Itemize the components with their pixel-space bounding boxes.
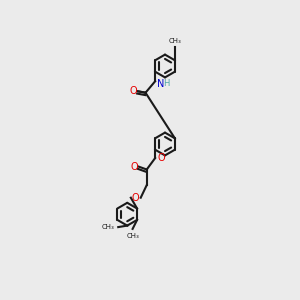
Text: CH₃: CH₃ [102, 224, 115, 230]
Text: O: O [129, 86, 137, 96]
Text: CH₃: CH₃ [169, 38, 181, 44]
Text: O: O [131, 161, 139, 172]
Text: N: N [157, 79, 164, 89]
Text: O: O [158, 153, 166, 163]
Text: CH₃: CH₃ [126, 232, 139, 238]
Text: O: O [131, 193, 139, 203]
Text: H: H [163, 79, 170, 88]
